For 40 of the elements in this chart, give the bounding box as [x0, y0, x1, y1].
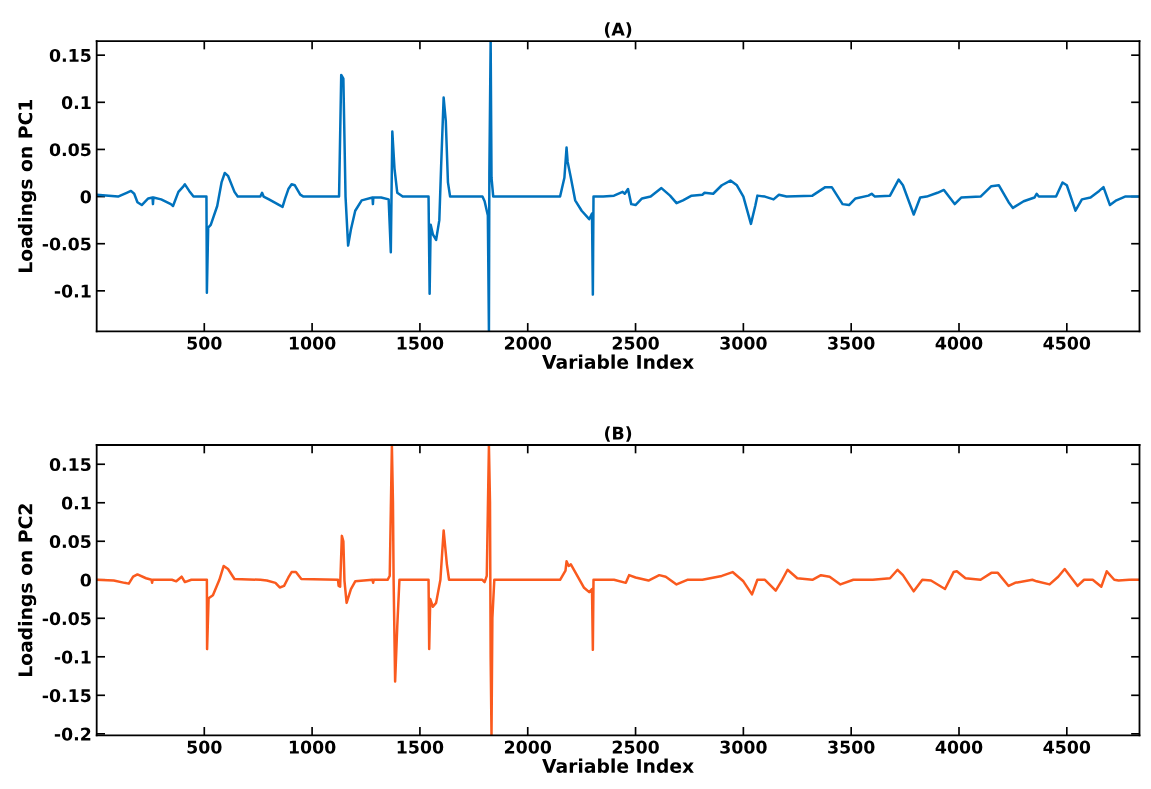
x-tick-label: 4500 [1043, 740, 1091, 754]
y-tick-label: -0.15 [42, 689, 91, 703]
x-tick-label: 3000 [720, 336, 767, 350]
x-axis-title: Variable Index [542, 354, 694, 369]
y-tick-label: -0.05 [42, 611, 91, 626]
chart-title: (B) [605, 426, 632, 442]
chart-title: (A) [604, 22, 632, 38]
x-tick-label: 1500 [397, 740, 444, 754]
line-series [96, 445, 1140, 736]
x-tick-label: 3500 [828, 740, 875, 754]
y-tick-label: 0.05 [49, 143, 91, 157]
x-tick-label: 2500 [612, 740, 659, 754]
x-tick-label: 4000 [935, 336, 983, 350]
x-tick-label: 1000 [289, 336, 336, 350]
y-tick-label: 0.15 [49, 48, 91, 63]
line-series [96, 41, 1140, 332]
x-tick-label: 3000 [720, 740, 767, 754]
x-tick-label: 500 [187, 336, 222, 350]
x-axis-title: Variable Index [542, 758, 694, 773]
y-tick-label: 0 [80, 573, 91, 587]
x-tick-label: 2000 [504, 740, 552, 754]
x-tick-label: 2500 [612, 336, 659, 350]
x-tick-label: 2000 [504, 336, 552, 350]
y-tick-label: -0.1 [54, 284, 91, 298]
y-tick-label: 0.1 [61, 96, 91, 110]
y-tick-label: -0.05 [42, 237, 91, 251]
x-tick-label: 1500 [397, 336, 444, 350]
y-tick-label: 0 [80, 190, 91, 204]
x-tick-label: 4500 [1043, 336, 1091, 350]
x-tick-label: 3500 [828, 336, 875, 350]
x-tick-label: 4000 [935, 740, 983, 754]
y-axis-title: Loadings on PC1 [17, 99, 37, 273]
y-tick-label: -0.2 [54, 727, 91, 741]
y-tick-label: -0.1 [54, 650, 91, 664]
y-tick-label: 0.1 [61, 496, 91, 510]
y-tick-label: 0.15 [49, 457, 91, 472]
y-axis-title: Loadings on PC2 [17, 504, 37, 676]
y-tick-label: 0.05 [49, 534, 91, 549]
x-tick-label: 500 [187, 740, 222, 754]
x-tick-label: 1000 [289, 740, 336, 754]
